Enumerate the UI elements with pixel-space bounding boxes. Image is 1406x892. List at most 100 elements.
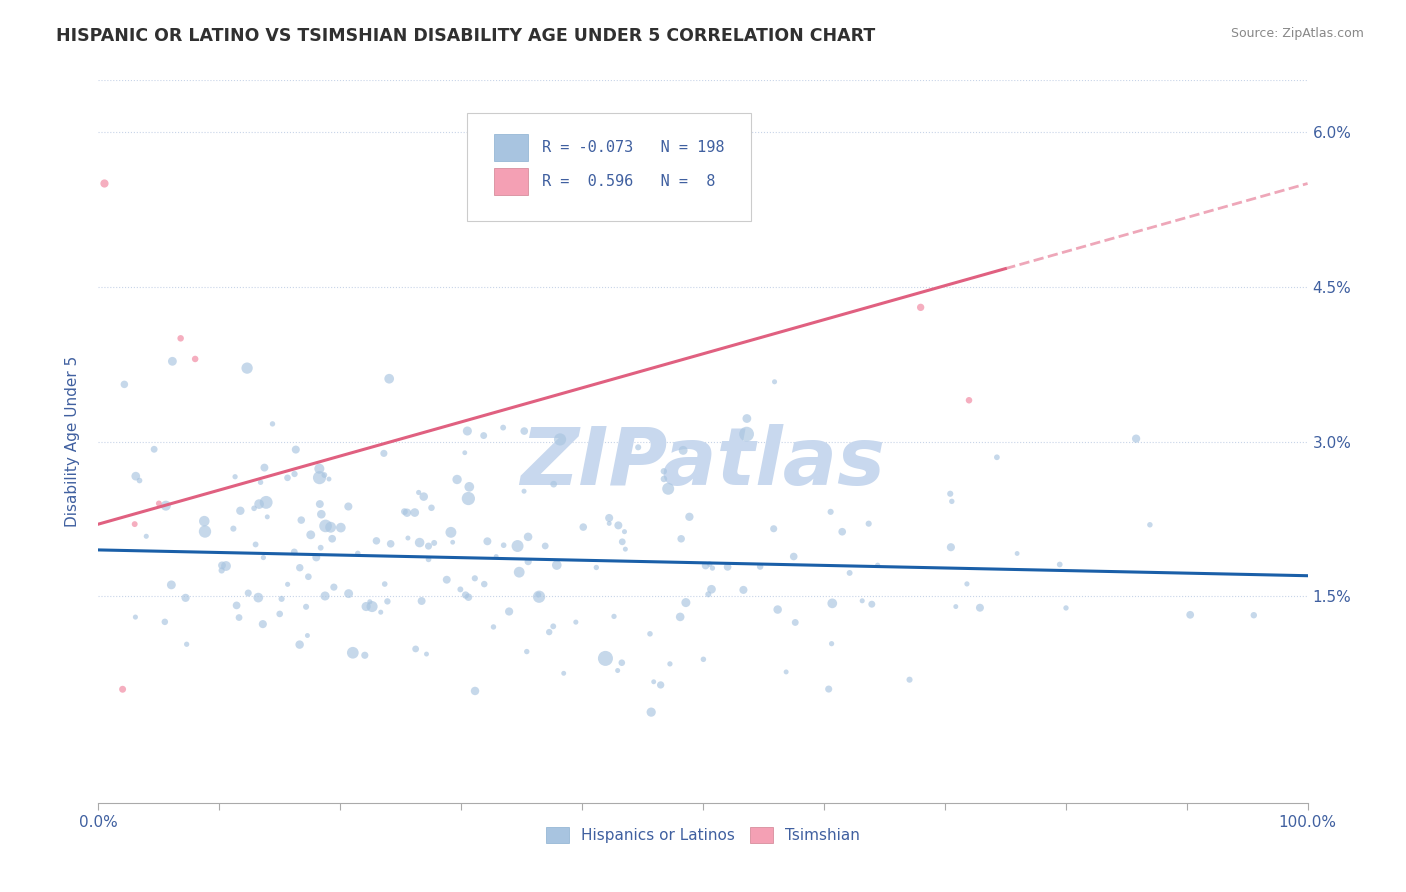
Point xyxy=(394,505,416,519)
Point xyxy=(513,484,536,499)
Point xyxy=(1180,607,1202,622)
Point xyxy=(337,500,360,514)
Point xyxy=(211,558,233,573)
Point xyxy=(763,375,786,389)
Point xyxy=(860,597,883,611)
Point xyxy=(269,607,291,621)
Point xyxy=(124,610,146,624)
Point xyxy=(506,539,529,553)
Text: Source: ZipAtlas.com: Source: ZipAtlas.com xyxy=(1230,27,1364,40)
Point xyxy=(249,475,271,490)
Point xyxy=(423,536,446,550)
Point xyxy=(211,563,233,577)
Point xyxy=(485,549,508,564)
Point xyxy=(820,637,842,651)
Point xyxy=(716,560,738,574)
Point xyxy=(143,442,166,457)
Bar xyxy=(494,168,527,195)
Point xyxy=(697,587,720,601)
Point xyxy=(472,428,495,442)
FancyBboxPatch shape xyxy=(467,112,751,221)
Point xyxy=(454,446,477,460)
Point xyxy=(441,535,464,549)
Point xyxy=(517,555,540,569)
Point xyxy=(354,599,377,614)
Point xyxy=(225,599,247,613)
Point xyxy=(322,580,344,594)
Point xyxy=(657,482,679,496)
Point xyxy=(638,627,661,641)
Point xyxy=(418,552,440,566)
Point xyxy=(184,351,207,366)
Point xyxy=(986,450,1008,465)
Point xyxy=(821,596,844,610)
Point xyxy=(361,599,384,614)
Point xyxy=(464,571,486,585)
Point xyxy=(404,506,426,520)
Point xyxy=(472,577,495,591)
Point xyxy=(585,560,607,574)
Point xyxy=(598,516,620,531)
Point xyxy=(308,470,330,484)
Point xyxy=(956,577,979,591)
Point xyxy=(456,424,478,438)
Point xyxy=(817,681,839,696)
Point xyxy=(420,500,443,515)
Point xyxy=(124,517,146,532)
Point xyxy=(517,530,540,544)
Point xyxy=(256,509,278,524)
Point xyxy=(411,594,433,608)
Point xyxy=(652,464,675,478)
Point xyxy=(337,586,360,600)
Point xyxy=(284,442,307,457)
Point xyxy=(898,673,921,687)
Point xyxy=(482,620,505,634)
Text: ZIPatlas: ZIPatlas xyxy=(520,425,886,502)
Point xyxy=(945,599,967,614)
Point xyxy=(766,602,789,616)
Point xyxy=(318,472,340,486)
Point xyxy=(228,610,250,624)
Point xyxy=(851,594,873,608)
Point xyxy=(229,504,252,518)
Point xyxy=(396,531,419,545)
Point xyxy=(820,505,842,519)
Text: R = -0.073   N = 198: R = -0.073 N = 198 xyxy=(543,140,724,155)
Point xyxy=(243,501,266,516)
Point xyxy=(785,615,807,630)
Point xyxy=(288,560,311,574)
Point xyxy=(440,525,463,540)
Point xyxy=(174,591,197,605)
Point xyxy=(353,648,375,663)
Point xyxy=(492,538,515,552)
Point xyxy=(610,656,633,670)
Point xyxy=(222,522,245,536)
Point xyxy=(598,511,620,525)
Point xyxy=(612,534,634,549)
Point xyxy=(1005,546,1028,560)
Point xyxy=(128,474,150,488)
Point xyxy=(169,331,191,345)
Point xyxy=(148,496,170,510)
Point xyxy=(454,588,477,602)
Point xyxy=(939,540,962,554)
Point xyxy=(299,528,322,542)
Point xyxy=(270,591,292,606)
Point xyxy=(374,577,396,591)
Point xyxy=(941,494,963,508)
Point xyxy=(342,646,364,660)
Point xyxy=(458,480,481,494)
Point xyxy=(678,509,700,524)
Point xyxy=(527,590,550,604)
Point xyxy=(194,524,217,539)
Point xyxy=(297,570,319,584)
Point xyxy=(669,532,692,546)
Point xyxy=(614,542,637,557)
Point xyxy=(176,637,198,651)
Point xyxy=(329,521,352,535)
Point xyxy=(408,485,430,500)
Point xyxy=(215,559,238,574)
Point xyxy=(311,507,333,521)
Point xyxy=(380,537,402,551)
Point xyxy=(546,558,568,572)
